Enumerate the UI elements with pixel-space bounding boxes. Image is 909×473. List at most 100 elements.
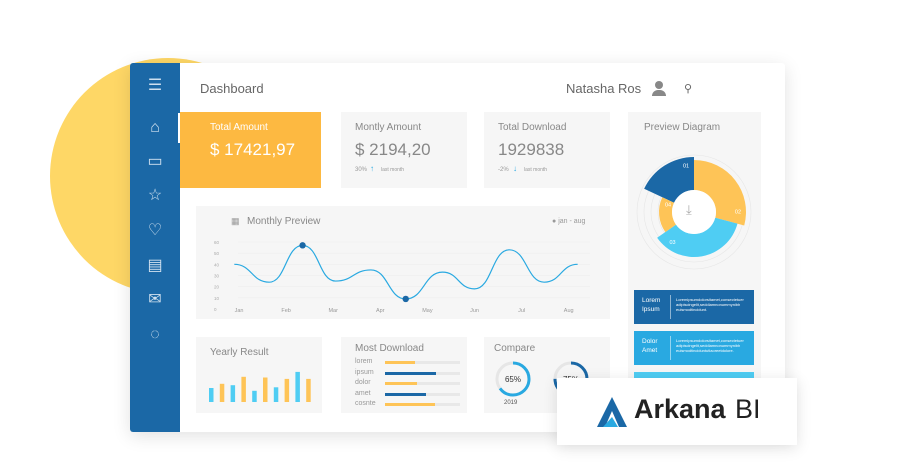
bar (219, 383, 225, 402)
data-point (299, 242, 306, 249)
segment-label: 04 (665, 203, 671, 209)
total-download-card: Total Download 1929838 -2% ↓ last month (484, 112, 610, 188)
segment-label: 03 (669, 240, 675, 246)
stat-value: 1929838 (498, 140, 565, 159)
segment-label: 01 (683, 164, 689, 170)
dashboard-window: ☰ ⌂ ▭ ☆ ♡ ▤ ✉ ◌ Dashboard Natasha Ros ⚲ … (130, 63, 785, 432)
bar (284, 378, 290, 402)
list-label: dolor (355, 379, 371, 386)
stat-value: $ 17421,97 (210, 140, 296, 159)
x-tick-label: Feb (281, 308, 290, 314)
panel-title: Compare (494, 343, 536, 354)
stat-note: last month (524, 167, 548, 173)
x-tick-label: Apr (376, 308, 385, 314)
y-tick-label: 20 (214, 285, 220, 290)
info-title: Dolor Amet (642, 338, 658, 354)
legend: ● jan - aug (552, 218, 586, 225)
sidebar: ☰ ⌂ ▭ ☆ ♡ ▤ ✉ ◌ (130, 63, 181, 432)
x-tick-label: Jul (518, 308, 525, 314)
ring-value: 65% (505, 375, 521, 384)
stat-label: Total Download (498, 122, 567, 133)
y-tick-label: 60 (214, 240, 220, 245)
segment (657, 217, 738, 257)
heart-icon[interactable]: ♡ (147, 222, 163, 239)
most-download-panel: Most Download lorem ipsum dolor amet cosnte (341, 337, 467, 413)
y-tick-label: 10 (214, 296, 220, 301)
bar-chart (209, 371, 311, 402)
bar (295, 371, 300, 402)
data-point (402, 295, 409, 303)
arkana-logo-icon (597, 397, 627, 427)
y-tick-label: 30 (214, 274, 220, 279)
brand-name: Arkana (634, 394, 726, 424)
bar (252, 390, 257, 402)
mail-icon[interactable]: ✉ (148, 291, 162, 308)
ring-progress (495, 361, 531, 397)
folder-icon[interactable]: ▭ (147, 153, 163, 170)
list-label: lorem (355, 358, 373, 365)
progress-track (385, 382, 460, 385)
divider (670, 295, 671, 319)
yearly-result-panel: Yearly Result (196, 337, 322, 413)
progress-fill (385, 392, 427, 396)
guide-ring (636, 154, 752, 270)
user-icon[interactable] (652, 81, 666, 96)
chat-icon[interactable]: ◌ (150, 326, 160, 343)
star-icon[interactable]: ☆ (147, 187, 163, 204)
bar (209, 388, 214, 402)
menu-icon[interactable]: ☰ (147, 77, 163, 94)
arrow-up-icon: ↑ (370, 164, 374, 173)
bar (263, 377, 268, 402)
y-tick-label: 40 (214, 262, 220, 267)
segment-label: 02 (735, 209, 741, 215)
divider (670, 336, 671, 360)
progress-track (385, 371, 460, 375)
segment (659, 197, 676, 233)
info-text: Loremipsumdolorsitamet,consectetuer adip… (676, 297, 744, 312)
stat-change: 30% (355, 167, 368, 173)
x-tick-label: May (422, 308, 433, 314)
progress-fill (385, 382, 417, 385)
document-icon[interactable]: ▤ (147, 257, 163, 274)
total-amount-card: Total Amount $ 17421,97 (180, 112, 321, 188)
info-title: Lorem Ipsum (642, 297, 661, 313)
legend-label: jan - aug (558, 218, 586, 225)
stat-label: Montly Amount (355, 122, 422, 133)
line-chart: 60 50 40 30 20 10 0 Jan Feb Mar Apr May Jun Jul Aug (214, 240, 590, 314)
calendar-icon: ▦ (231, 216, 240, 226)
segment (694, 160, 746, 226)
year-label: 2019 (504, 400, 518, 406)
y-tick-label: 0 (214, 307, 217, 312)
brand-badge: Arkana BI (557, 378, 797, 445)
bar (241, 376, 246, 402)
chart-title: Monthly Preview (247, 216, 321, 227)
center-hole (672, 190, 716, 234)
progress-fill (385, 361, 415, 364)
info-card[interactable]: Lorem Ipsum Loremipsumdolorsitamet,consec… (634, 290, 754, 324)
stat-value: $ 2194,20 (355, 140, 431, 159)
x-tick-label: Jan (235, 308, 244, 314)
chart-title: Yearly Result (210, 347, 269, 358)
brand-suffix: BI (735, 394, 761, 424)
info-card[interactable]: Dolor Amet Loremipsumdolorsitamet,consect… (634, 331, 754, 365)
y-tick-label: 50 (214, 251, 220, 256)
active-indicator (178, 113, 181, 143)
x-tick-label: Aug (564, 308, 574, 314)
panel-title: Preview Diagram (644, 122, 721, 133)
list-label: cosnte (355, 400, 376, 407)
progress-fill (385, 403, 436, 406)
page-title: Dashboard (200, 81, 264, 96)
monthly-preview-panel: ▦ Monthly Preview ● jan - aug 60 50 40 30 20… (196, 206, 610, 319)
x-tick-label: Mar (328, 308, 338, 314)
stat-label: Total Amount (210, 122, 268, 133)
info-text: Loremipsumdolorsitamet,consectetuer adip… (676, 338, 744, 353)
stat-note: last month (381, 167, 405, 173)
user-name[interactable]: Natasha Ros (566, 81, 642, 96)
search-icon[interactable]: ⚲ (684, 83, 693, 95)
download-icon: ⤓ (686, 202, 692, 217)
progress-track (385, 392, 460, 396)
bar (306, 378, 311, 402)
bar (273, 387, 279, 402)
arrow-down-icon: ↓ (513, 164, 517, 173)
home-icon[interactable]: ⌂ (150, 119, 160, 136)
